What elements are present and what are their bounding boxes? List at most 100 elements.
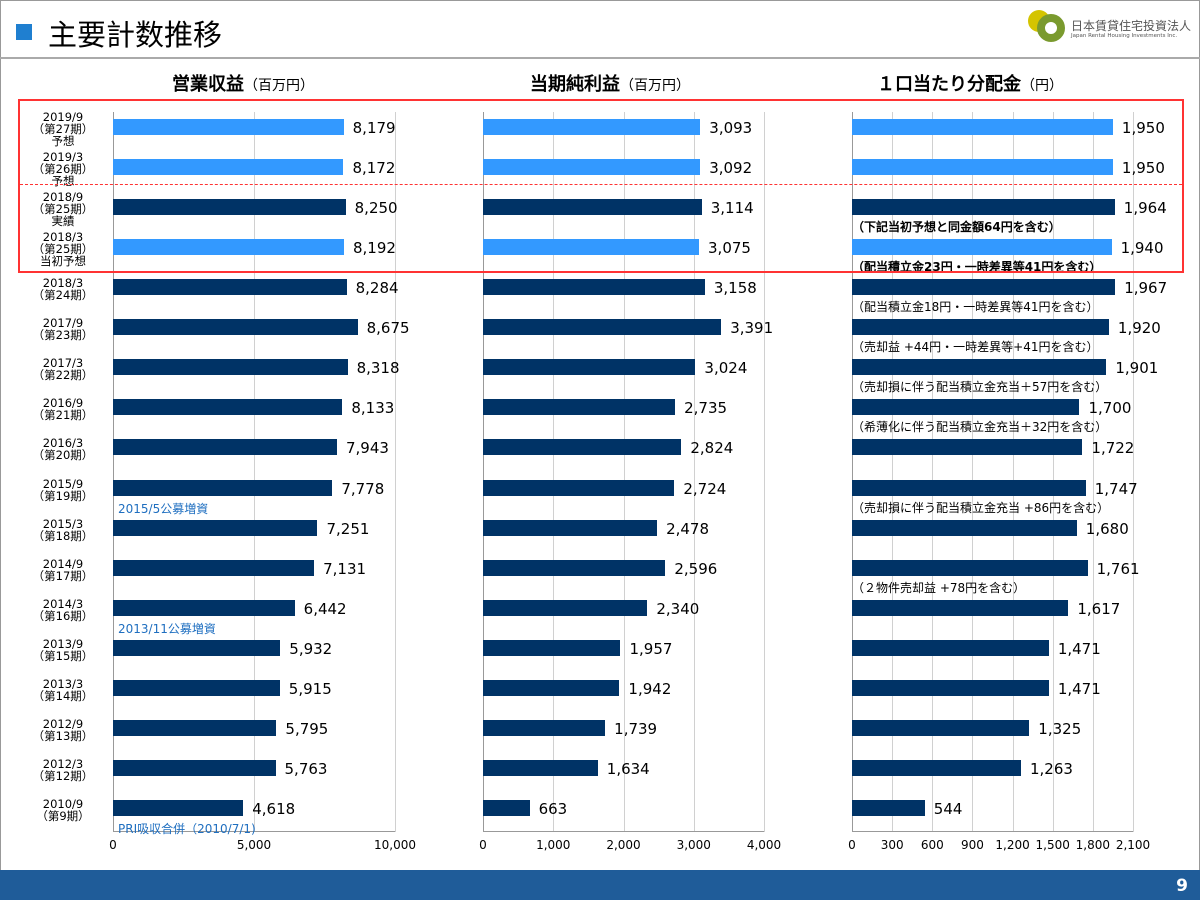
row-label: 2019/3 （第26期） 予想: [20, 151, 106, 187]
row-label: 2017/9 （第23期）: [20, 317, 106, 341]
gridline: [254, 112, 255, 832]
row-label: 2014/9 （第17期）: [20, 558, 106, 582]
data-label: 1,471: [1057, 679, 1101, 698]
row-label: 2013/3 （第14期）: [20, 678, 106, 702]
data-label: 3,391: [730, 319, 774, 338]
bar-0-3: [113, 239, 344, 256]
bar-0-11: [113, 559, 315, 576]
row-label: 2016/9 （第21期）: [20, 397, 106, 421]
header-divider: [0, 57, 1200, 59]
distribution-note: （売却損に伴う配当積立金充当＋57円を含む）: [852, 380, 1108, 395]
data-label: 1,263: [1030, 759, 1073, 778]
x-tick-label: 10,000: [374, 838, 416, 852]
data-label: 8,250: [354, 199, 398, 218]
row-label-line: 当初予想: [40, 254, 86, 269]
chart-title-2: 当期純利益（百万円）: [530, 70, 690, 96]
x-tick-label: 5,000: [236, 838, 272, 852]
row-label: 2012/3 （第12期）: [20, 758, 106, 782]
data-label: 1,617: [1077, 599, 1121, 618]
data-label: 1,747: [1094, 479, 1138, 498]
bar-1-13: [483, 639, 621, 656]
data-label: 6,442: [303, 599, 347, 618]
row-label: 2013/9 （第15期）: [20, 638, 106, 662]
row-label-line: 2013/3: [42, 676, 84, 691]
row-label-line: 2015/3: [42, 516, 84, 531]
gridline: [623, 112, 625, 832]
data-label: 1,957: [629, 639, 673, 658]
row-label: 2017/3 （第22期）: [20, 357, 106, 381]
bar-1-5: [483, 319, 722, 336]
data-label: 1,634: [606, 759, 650, 778]
gridline: [1012, 112, 1014, 832]
data-label: 1,950: [1121, 159, 1165, 178]
gridline: [1092, 112, 1094, 832]
x-tick-label: 1,500: [1035, 838, 1070, 852]
row-label-line: 2013/9: [42, 636, 84, 651]
distribution-note: （売却益 +44円・一時差異等+41円を含む）: [852, 340, 1099, 355]
data-label: 1,700: [1088, 399, 1132, 418]
bar-1-8: [483, 439, 682, 456]
row-label: 2015/3 （第18期）: [20, 518, 106, 542]
data-label: 1,920: [1117, 319, 1161, 338]
bar-2-2: [852, 199, 1115, 216]
bar-1-4: [483, 279, 705, 296]
bar-0-16: [113, 759, 276, 776]
x-axis-line: [113, 831, 395, 832]
bar-2-8: [852, 439, 1083, 456]
bar-1-14: [483, 679, 620, 696]
bar-2-1: [852, 159, 1113, 176]
bar-0-0: [113, 119, 344, 135]
chart-title-text: １口当たり分配金: [877, 74, 1021, 95]
page-title: 主要計数推移: [48, 18, 223, 52]
row-label-line: （第19期）: [32, 488, 94, 503]
row-label-line: 2016/9: [42, 396, 84, 411]
x-axis-line: [483, 831, 764, 832]
gridline: [1133, 112, 1134, 832]
bar-1-1: [483, 159, 701, 176]
bar-1-11: [483, 559, 666, 576]
row-label-line: （第18期）: [32, 528, 94, 543]
bar-0-2: [113, 199, 346, 216]
bar-2-13: [852, 639, 1049, 656]
bar-0-4: [113, 279, 347, 296]
row-label-line: 2019/9: [42, 110, 84, 124]
bar-1-9: [483, 479, 675, 496]
bar-2-4: [852, 279, 1116, 296]
data-label: 1,942: [628, 679, 672, 698]
bar-0-12: [113, 599, 295, 616]
row-label-line: （第12期）: [32, 768, 94, 783]
row-label-line: 予想: [51, 134, 75, 148]
x-tick-label: 0: [848, 838, 856, 852]
bar-2-3: [852, 239, 1112, 256]
data-label: 544: [933, 800, 963, 819]
gridline: [972, 112, 974, 832]
data-label: 1,739: [614, 719, 658, 738]
data-label: 5,932: [289, 639, 333, 658]
row-label-line: （第22期）: [32, 368, 94, 383]
x-tick-label: 3,000: [676, 838, 711, 852]
chart-title-text: 当期純利益: [530, 74, 620, 95]
bar-1-17: [483, 800, 530, 817]
row-label-line: 2015/9: [42, 476, 84, 491]
bar-0-9: [113, 479, 333, 496]
data-label: 2,596: [674, 559, 718, 578]
bar-2-6: [852, 359, 1107, 376]
logo-name-jp: 日本賃貸住宅投資法人: [1071, 19, 1192, 33]
bar-1-6: [483, 359, 696, 376]
forecast-divider-dashed: [20, 184, 1182, 185]
data-label: 2,340: [656, 599, 700, 618]
data-label: 7,251: [326, 519, 370, 538]
revenue-annotation: 2013/11公募増資: [118, 621, 216, 636]
gridline: [764, 112, 765, 832]
row-label: 2019/9 （第27期） 予想: [20, 111, 106, 147]
row-label-line: 2017/9: [42, 316, 84, 331]
row-label-line: 実績: [51, 214, 75, 229]
chart-title-1: 営業収益（百万円）: [172, 70, 314, 96]
x-tick-label: 1,000: [536, 838, 571, 852]
bar-2-12: [852, 599, 1069, 616]
row-label-line: （第13期）: [32, 728, 94, 743]
data-label: 1,901: [1115, 359, 1159, 378]
y-axis-line: [852, 112, 853, 832]
data-label: 4,618: [252, 800, 296, 819]
data-label: 2,735: [684, 399, 728, 418]
